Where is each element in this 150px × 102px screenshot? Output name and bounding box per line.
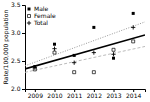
x-tick: 2012 [87,89,102,99]
point [131,25,135,29]
point [52,47,56,51]
legend-symbol [28,8,31,11]
trend-line [25,46,145,72]
point [92,71,95,74]
point [92,26,95,29]
y-tick: 3.5 [11,1,25,8]
point [132,40,135,43]
point-series [33,25,136,70]
x-tick: 2010 [47,89,62,99]
point [73,54,76,57]
y-tick: 2.0 [11,85,25,92]
point-series [33,40,134,74]
x-tick: 2013 [106,89,121,99]
legend-symbol [28,15,31,18]
legend-label: Total [33,19,48,26]
point [33,66,37,70]
trend-line [25,35,145,69]
point [73,71,76,74]
x-tick-label: 2012 [87,92,102,99]
y-tick-label: 2.0 [11,85,21,92]
x-tick: 2009 [28,89,43,99]
x-axis: 2009 2010 2011 2012 2013 2014 [26,89,146,99]
y-tick: 3.0 [11,29,25,36]
legend-symbol [27,21,31,25]
y-axis: 2.0 2.5 3.0 3.5 [11,1,26,92]
y-label: Rate/100,000 population [2,10,10,85]
legend-item: Male [28,5,49,12]
point [112,57,115,60]
legend-item: Total [27,19,48,26]
y-tick-mark [22,61,25,62]
legend-label: Female [34,12,56,19]
point [72,61,76,65]
y-axis-line [22,6,26,90]
y-tick-mark [22,5,25,6]
x-tick-label: 2010 [47,92,62,99]
y-tick-label: 3.0 [11,29,21,36]
y-tick-mark [22,89,25,90]
y-tick-label: 2.5 [11,57,21,64]
y-tick: 2.5 [11,57,25,64]
y-tick-mark [22,33,25,34]
point [92,50,96,54]
x-tick-label: 2014 [126,92,141,99]
y-tick-label: 3.5 [11,1,21,8]
legend: MaleFemaleTotal [27,5,56,26]
legend-label: Male [34,5,49,12]
point [132,12,135,15]
x-tick-label: 2009 [28,92,43,99]
x-tick-label: 2011 [67,92,82,99]
point [53,51,56,54]
plot-area [25,12,145,74]
point [111,52,115,56]
legend-item: Female [28,12,57,19]
chart: 2009 2010 2011 2012 2013 2014 2.0 2.5 3.0 3.5Rate… [0,0,150,102]
x-tick-label: 2013 [106,92,121,99]
point [112,48,115,51]
point-series [33,12,134,68]
x-tick: 2014 [126,89,141,99]
x-tick: 2011 [67,89,82,99]
point [53,43,56,46]
